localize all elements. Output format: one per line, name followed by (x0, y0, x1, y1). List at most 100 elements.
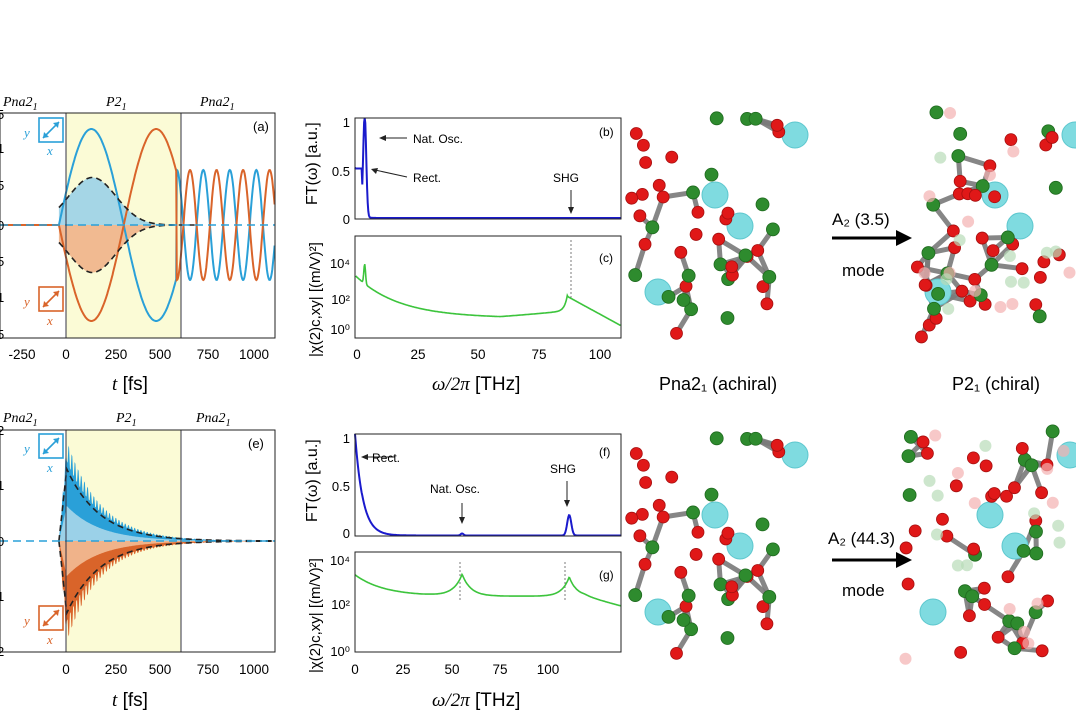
atom-green (681, 588, 696, 603)
transition-arrow-top: A₂ (3.5) mode (832, 210, 912, 280)
phase-label-pna: Pna21 (195, 411, 231, 429)
ghost-atom (1046, 496, 1059, 509)
atom-red (625, 191, 639, 205)
atom-red (629, 127, 643, 140)
x-tick: 0 (353, 347, 361, 362)
axes-frame (354, 117, 622, 220)
atom-green (645, 540, 660, 555)
y-tick: 2 (0, 423, 4, 438)
atom-red (915, 330, 928, 344)
structure-chiral-bottom (899, 424, 1076, 665)
x-tick: 500 (149, 347, 172, 362)
atom-red (638, 557, 652, 571)
atom-green (755, 517, 770, 532)
y-tick: 1 (0, 589, 4, 604)
y-tick: 0.5 (332, 164, 350, 179)
atom-red (751, 564, 765, 577)
atom-red (721, 526, 735, 540)
atom-green (684, 622, 699, 637)
axes-frame (0, 429, 276, 653)
ghost-atom (1022, 637, 1035, 650)
structure-chiral-top (910, 105, 1076, 344)
atom-red (635, 507, 649, 521)
x-tick: 75 (492, 662, 507, 677)
y-tick: 10⁴ (330, 553, 350, 568)
atom-green (1010, 616, 1025, 631)
ft-curve (354, 433, 621, 537)
atom-green (931, 287, 945, 301)
atom-red (955, 284, 969, 298)
orange-area-light (58, 541, 276, 576)
panel-label-c: (c) (599, 251, 613, 265)
ghost-atom (899, 652, 912, 665)
atom-green (686, 185, 700, 200)
atom-red (721, 206, 735, 220)
ghost-atom (934, 151, 947, 164)
atom-red (962, 609, 976, 623)
atom-green (628, 588, 643, 602)
y-tick: 5 (0, 178, 4, 193)
ghost-atom (940, 273, 953, 286)
atom-red (946, 224, 960, 238)
transition-arrow-bottom: A₂ (44.3) mode (828, 529, 912, 600)
atom-red (674, 245, 688, 259)
y-tick: 5 (0, 107, 4, 122)
x-axis-label: t [fs] (112, 690, 148, 711)
atom-red (968, 188, 982, 202)
atom-green (1029, 546, 1044, 561)
y-tick: 0 (0, 218, 4, 233)
atom-green (686, 505, 700, 520)
atom-red (916, 435, 930, 449)
blue-area (58, 445, 276, 541)
axes-frame (354, 235, 622, 339)
x-tick: 100 (537, 662, 560, 677)
x-axis-label: ω/2π [THz] (432, 690, 520, 711)
atom-green (709, 111, 724, 126)
atom-red (977, 581, 991, 595)
atom-red (770, 438, 784, 452)
ghost-atom (923, 190, 936, 203)
atom-red (635, 187, 649, 201)
atom-green (762, 589, 777, 604)
atom-green (927, 301, 941, 316)
phase-label-pna: Pna21 (2, 411, 38, 429)
atom-red (988, 190, 1002, 204)
atom-red (637, 458, 650, 472)
y-tick: 10² (331, 292, 350, 307)
phase-label-pna: Pna21 (2, 95, 38, 113)
panel-g: (g) 10⁴ 10² 10⁰ |χ(2)c,xy| [(m/V)²] 0 25… (307, 551, 622, 711)
ghost-atom (942, 302, 955, 315)
y-tick: 5 (0, 254, 4, 269)
panel-label-f: (f) (599, 445, 610, 459)
atom-red (901, 577, 915, 591)
y-tick: 1 (343, 115, 350, 130)
y-axis-label: |χ(2)c,xy| [(m/V)²] (307, 558, 324, 673)
atom-green (676, 293, 691, 307)
inset-y: y (22, 125, 30, 140)
atom-green (929, 105, 944, 120)
inset-orange: y x (22, 605, 64, 647)
inset-y: y (22, 613, 30, 628)
annotation-rect: Rect. (413, 171, 441, 185)
polarization-box (38, 286, 64, 312)
atom-red (978, 598, 991, 611)
atom-red (625, 511, 639, 525)
cation-sphere (919, 598, 947, 626)
x-axis-label: t [fs] (112, 374, 148, 395)
atom-red (899, 541, 913, 555)
cation-sphere (701, 501, 729, 529)
y-axis-label: FT(ω) [a.u.] (304, 122, 321, 205)
atom-red (979, 459, 993, 473)
ghost-atom (930, 528, 943, 541)
x-tick: 0 (62, 662, 70, 677)
ghost-atom (979, 439, 992, 452)
panel-f: (f) 1 0.5 0 FT(ω) [a.u.] Rect. Nat. Osc.… (304, 431, 622, 541)
cation-sphere (726, 532, 754, 560)
blue-area-light (58, 506, 276, 541)
mode-word: mode (842, 261, 885, 280)
panel-label-a: (a) (253, 119, 269, 134)
ghost-atom (1049, 245, 1062, 258)
atom-green (720, 631, 735, 645)
x-tick: 100 (589, 347, 612, 362)
polarization-box (38, 433, 64, 459)
